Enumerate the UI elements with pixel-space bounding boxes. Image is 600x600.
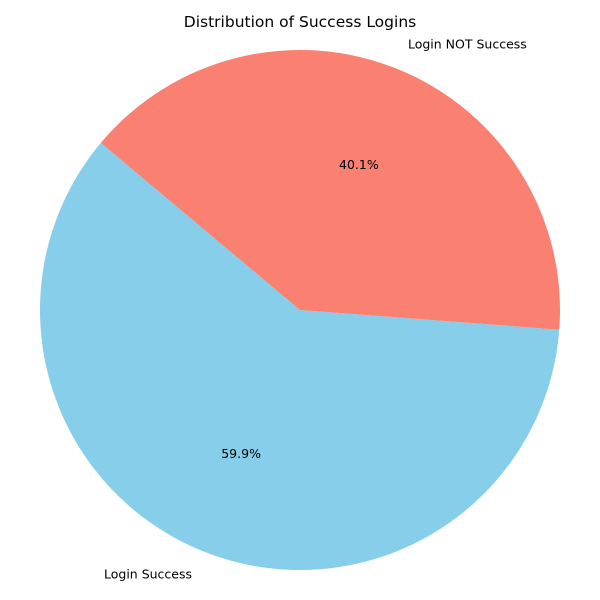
slice-percent-label: 59.9% [221, 446, 261, 461]
slice-label: Login NOT Success [408, 37, 527, 52]
pie-labels: Login Success 59.9% Login NOT Success 40.1% [104, 37, 527, 582]
pie-slice-login-not-success [100, 50, 560, 330]
slice-label: Login Success [104, 566, 192, 581]
pie-slice-login-success [39, 142, 560, 571]
pie-slices [39, 50, 560, 571]
chart-title: Distribution of Success Logins [184, 13, 416, 31]
slice-percent-label: 40.1% [339, 157, 379, 172]
